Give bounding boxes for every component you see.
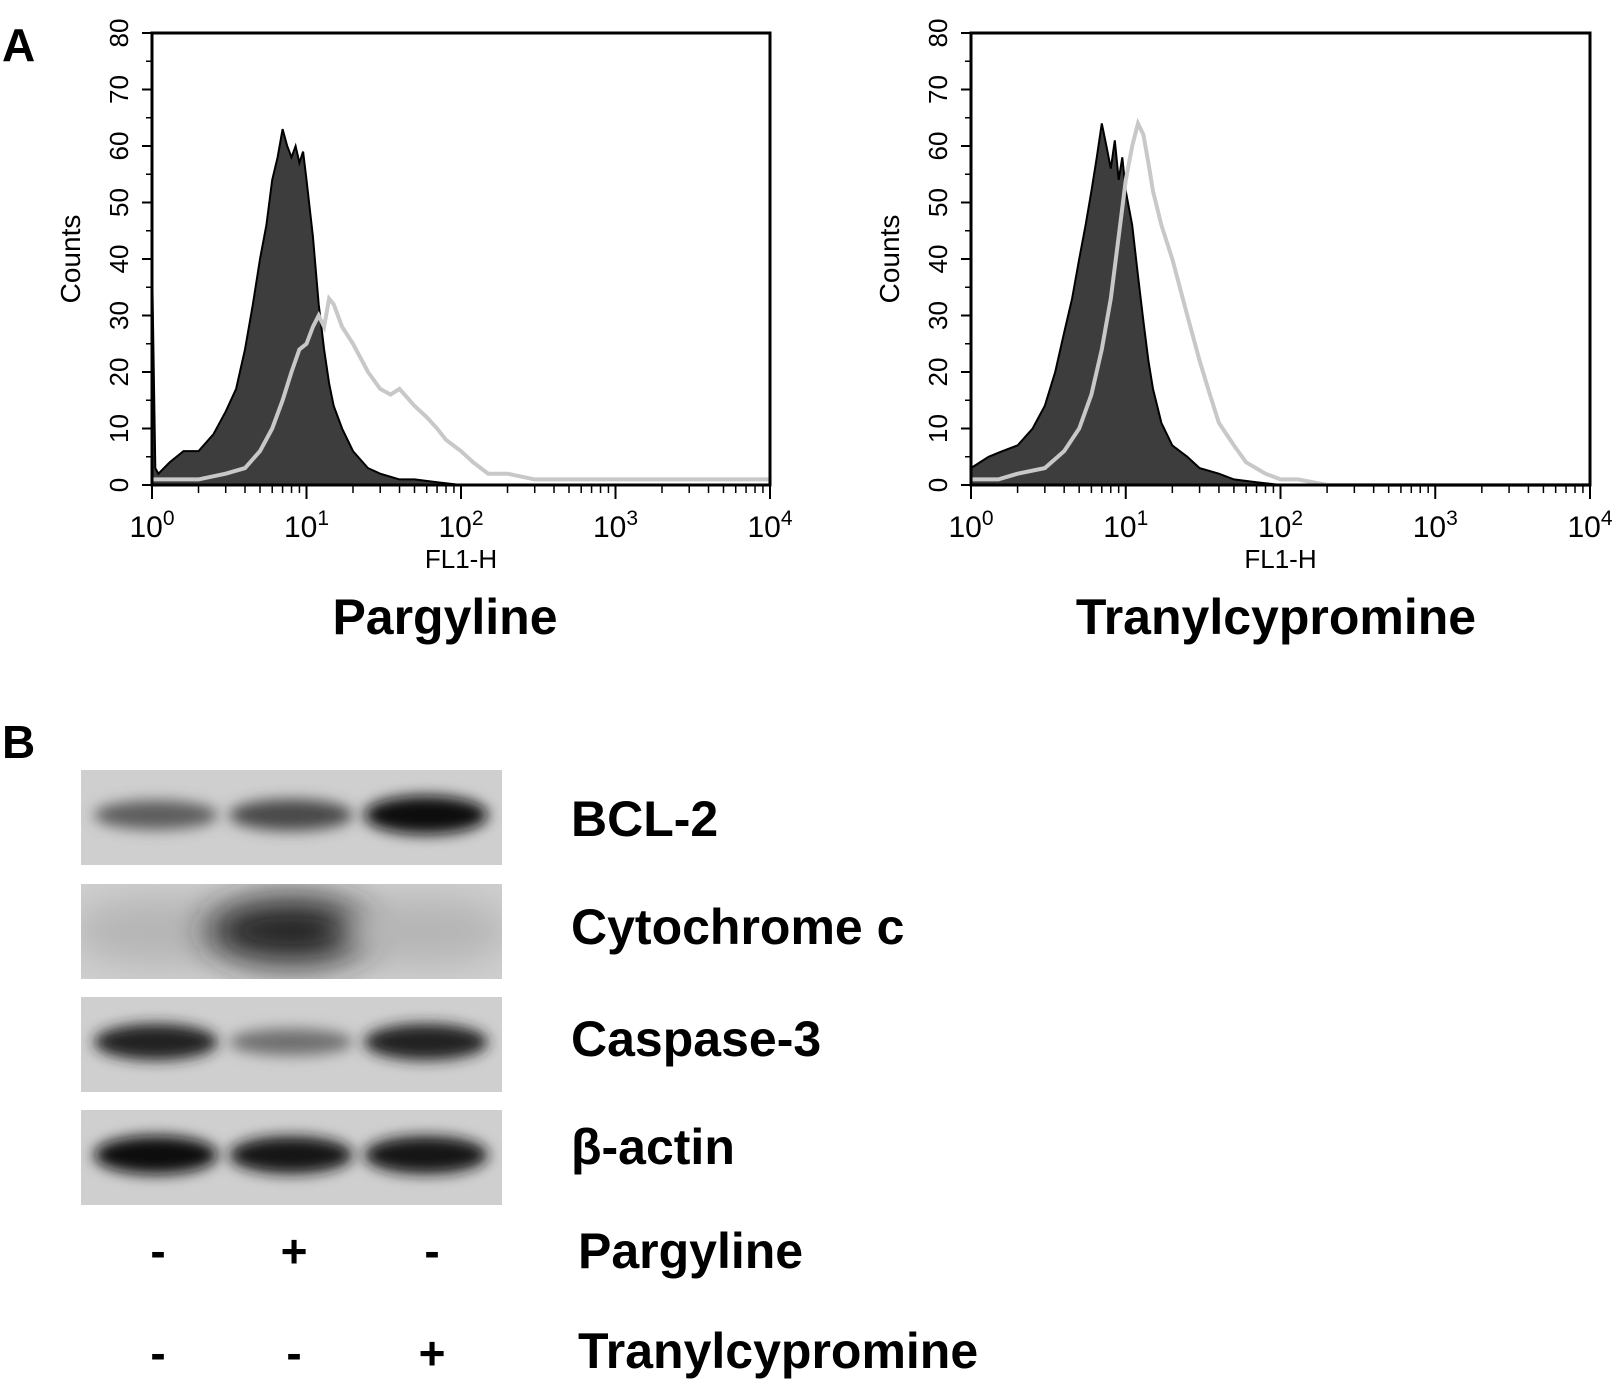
x-tick-label: 104: [747, 507, 792, 544]
blot-label-caspase-3: Caspase-3: [571, 1011, 822, 1067]
blot-band: [364, 1135, 488, 1175]
y-axis-label: Counts: [874, 215, 905, 304]
blot-label-beta-actin: β-actin: [571, 1119, 735, 1175]
pargyline-chart-title: Pargyline: [332, 589, 558, 645]
blot-band: [81, 897, 241, 965]
panel-a-label: A: [2, 19, 36, 71]
blot-band: [229, 1136, 353, 1174]
y-tick-label: 40: [923, 245, 953, 274]
blot-strip-beta-actin: [81, 1110, 502, 1205]
blot-strip-bcl2: [81, 770, 502, 865]
blot-band: [364, 1023, 488, 1061]
y-tick-label: 50: [104, 188, 134, 217]
pargyline-lane1-sign: -: [150, 1225, 166, 1277]
histogram-overlay-series: [152, 293, 770, 482]
blot-band: [229, 1028, 353, 1056]
y-tick-label: 30: [104, 301, 134, 330]
y-tick-label: 80: [923, 19, 953, 48]
x-tick-label: 101: [284, 507, 329, 544]
x-tick-label: 103: [593, 507, 638, 544]
blot-band: [229, 799, 353, 831]
histogram-filled-series: [970, 123, 1590, 486]
y-tick-label: 70: [104, 75, 134, 104]
x-tick-label: 101: [1103, 507, 1148, 544]
blot-label-cytochrome-c: Cytochrome c: [571, 899, 905, 955]
tranylcypromine-lane2-sign: -: [286, 1327, 302, 1379]
blot-band: [364, 795, 488, 835]
x-tick-label: 102: [438, 507, 483, 544]
y-tick-label: 0: [923, 478, 953, 492]
y-tick-label: 70: [923, 75, 953, 104]
x-tick-label: 103: [1413, 507, 1458, 544]
tranylcypromine-lane3-sign: +: [418, 1327, 446, 1379]
x-tick-label: 102: [1258, 507, 1303, 544]
y-tick-label: 10: [104, 414, 134, 443]
tranylcypromine-lane1-sign: -: [150, 1327, 166, 1379]
histogram-overlay-series: [971, 117, 1590, 487]
blot-band: [341, 897, 502, 965]
x-tick-label: 100: [948, 507, 993, 544]
blot-band: [206, 897, 376, 965]
blot-band: [94, 1023, 218, 1061]
x-axis-label: FL1-H: [1244, 544, 1316, 574]
x-tick-label: 104: [1567, 507, 1612, 544]
y-tick-label: 60: [104, 132, 134, 161]
y-tick-label: 0: [104, 478, 134, 492]
y-tick-label: 50: [923, 188, 953, 217]
pargyline-lane3-sign: -: [424, 1225, 440, 1277]
panel-b-label: B: [2, 716, 36, 768]
y-tick-label: 40: [104, 245, 134, 274]
pargyline-lane2-sign: +: [280, 1225, 308, 1277]
pargyline-histogram: 0 10 20 30 40 50 60 70 80 Counts 100 101 102 103 104 FL…: [55, 19, 793, 574]
blot-strip-caspase-3: [81, 997, 502, 1092]
condition-label-pargyline: Pargyline: [578, 1223, 804, 1279]
x-tick-label: 100: [129, 507, 174, 544]
condition-label-tranylcypromine: Tranylcypromine: [578, 1323, 979, 1379]
y-tick-label: 20: [104, 358, 134, 387]
y-tick-label: 60: [923, 132, 953, 161]
blot-strip-cytochrome-c: [81, 884, 502, 979]
y-axis-label: Counts: [55, 215, 86, 304]
y-tick-label: 80: [104, 19, 134, 48]
y-tick-label: 10: [923, 414, 953, 443]
blot-band: [94, 1135, 218, 1175]
histogram-filled-series: [151, 128, 770, 486]
tranylcypromine-histogram: 0 10 20 30 40 50 60 70 80 Counts 100 101 102 103 104 FL…: [874, 19, 1613, 574]
y-tick-label: 30: [923, 301, 953, 330]
blot-band: [94, 800, 218, 830]
x-axis-label: FL1-H: [425, 544, 497, 574]
blot-label-bcl2: BCL-2: [571, 791, 719, 847]
tranylcypromine-chart-title: Tranylcypromine: [1075, 589, 1477, 645]
y-tick-label: 20: [923, 358, 953, 387]
